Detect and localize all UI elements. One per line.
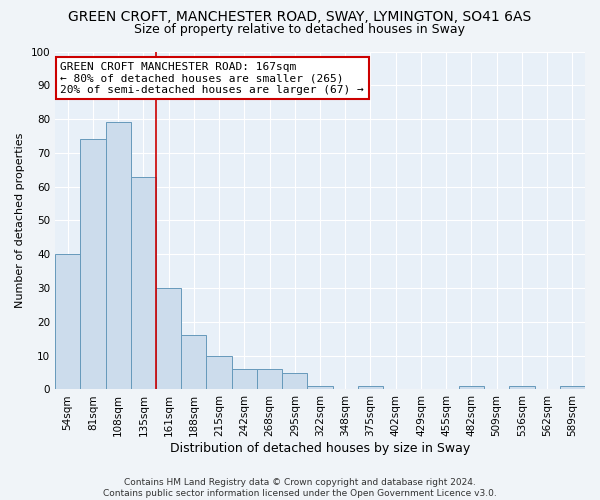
Bar xyxy=(459,386,484,390)
Bar xyxy=(106,122,131,390)
Text: Size of property relative to detached houses in Sway: Size of property relative to detached ho… xyxy=(134,22,466,36)
Bar xyxy=(307,386,332,390)
Bar xyxy=(257,369,282,390)
Bar xyxy=(131,176,156,390)
Bar xyxy=(156,288,181,390)
Bar xyxy=(560,386,585,390)
Text: Contains HM Land Registry data © Crown copyright and database right 2024.
Contai: Contains HM Land Registry data © Crown c… xyxy=(103,478,497,498)
Y-axis label: Number of detached properties: Number of detached properties xyxy=(15,133,25,308)
Bar xyxy=(206,356,232,390)
Bar xyxy=(358,386,383,390)
Bar xyxy=(181,336,206,390)
Bar xyxy=(80,140,106,390)
Text: GREEN CROFT MANCHESTER ROAD: 167sqm
← 80% of detached houses are smaller (265)
2: GREEN CROFT MANCHESTER ROAD: 167sqm ← 80… xyxy=(61,62,364,95)
Bar xyxy=(282,372,307,390)
Bar xyxy=(55,254,80,390)
Bar xyxy=(509,386,535,390)
X-axis label: Distribution of detached houses by size in Sway: Distribution of detached houses by size … xyxy=(170,442,470,455)
Text: GREEN CROFT, MANCHESTER ROAD, SWAY, LYMINGTON, SO41 6AS: GREEN CROFT, MANCHESTER ROAD, SWAY, LYMI… xyxy=(68,10,532,24)
Bar xyxy=(232,369,257,390)
